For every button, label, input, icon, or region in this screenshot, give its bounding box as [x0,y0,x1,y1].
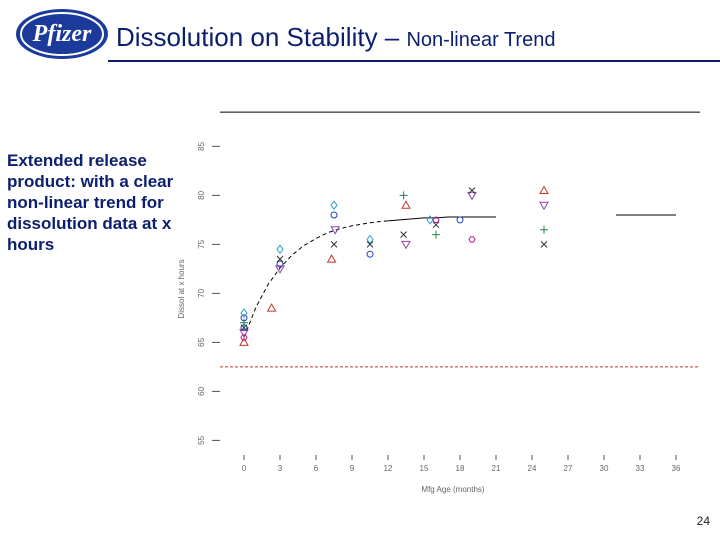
data-point-cross [468,187,476,194]
data-point-triangle [326,254,337,263]
x-tick-label: 18 [456,464,465,473]
fit-curve-dashed [243,220,389,338]
data-point-diamond [366,234,374,245]
data-point-triangle-down [467,191,477,201]
data-point-diamond [276,244,284,255]
x-axis-label: Mfg Age (months) [421,485,484,494]
data-point-plus [540,225,548,234]
data-point-circle [330,211,338,219]
data-point-cross [276,255,284,263]
title-underline [108,60,720,62]
data-point-cross [540,241,548,248]
x-tick-label: 3 [278,464,283,473]
svg-text:Pfizer: Pfizer [32,21,92,47]
data-point-triangle-down [239,329,249,338]
data-point-circle [456,216,464,224]
y-tick-label: 55 [197,435,206,444]
data-point-circle [366,250,374,258]
data-point-triangle [266,303,277,312]
data-point-hexagon [432,216,440,223]
data-point-diamond [330,200,338,211]
y-tick-label: 85 [197,141,206,150]
x-tick-label: 6 [314,464,319,473]
page-number: 24 [696,514,710,528]
x-tick-label: 27 [564,464,573,473]
data-point-cross [400,231,407,238]
x-tick-label: 12 [384,464,393,473]
data-point-plus [240,318,248,327]
x-tick-label: 33 [636,464,645,473]
data-point-triangle-down [275,265,285,274]
y-axis-label: Dissol at x hours [177,259,186,318]
data-point-triangle-down [330,226,341,235]
data-point-triangle [539,185,549,194]
pfizer-logo: Pfizer [14,6,110,62]
data-point-triangle [401,200,411,209]
data-point-cross [240,324,248,332]
fit-curve-solid [387,216,496,222]
x-tick-label: 30 [600,464,609,473]
x-tick-label: 15 [420,464,429,473]
data-point-diamond [426,215,434,225]
x-tick-label: 24 [528,464,537,473]
data-point-diamond [240,308,248,318]
data-point-cross [366,241,374,248]
data-point-triangle-down [539,201,549,211]
y-tick-label: 65 [197,337,206,346]
data-point-plus [399,191,408,200]
data-point-triangle-down [401,240,411,250]
data-point-cross [432,221,440,229]
slide-title: Dissolution on Stability – Non-linear Tr… [116,22,555,53]
data-point-triangle [239,337,249,346]
x-tick-label: 0 [242,464,247,473]
data-point-plus [432,230,440,239]
y-tick-label: 60 [197,386,206,395]
x-tick-label: 36 [672,464,681,473]
data-point-hexagon [468,236,476,243]
data-point-hexagon [240,334,248,341]
slide-title-sub: Non-linear Trend [406,29,556,51]
slide-title-main: Dissolution on Stability – [116,22,407,52]
x-tick-label: 9 [350,464,355,473]
data-point-circle [276,260,284,268]
y-tick-label: 80 [197,190,206,199]
data-point-cross [330,241,338,248]
side-description: Extended release product: with a clear n… [7,151,174,254]
y-tick-label: 70 [197,288,206,297]
y-tick-label: 75 [197,239,206,248]
x-tick-label: 21 [492,464,501,473]
